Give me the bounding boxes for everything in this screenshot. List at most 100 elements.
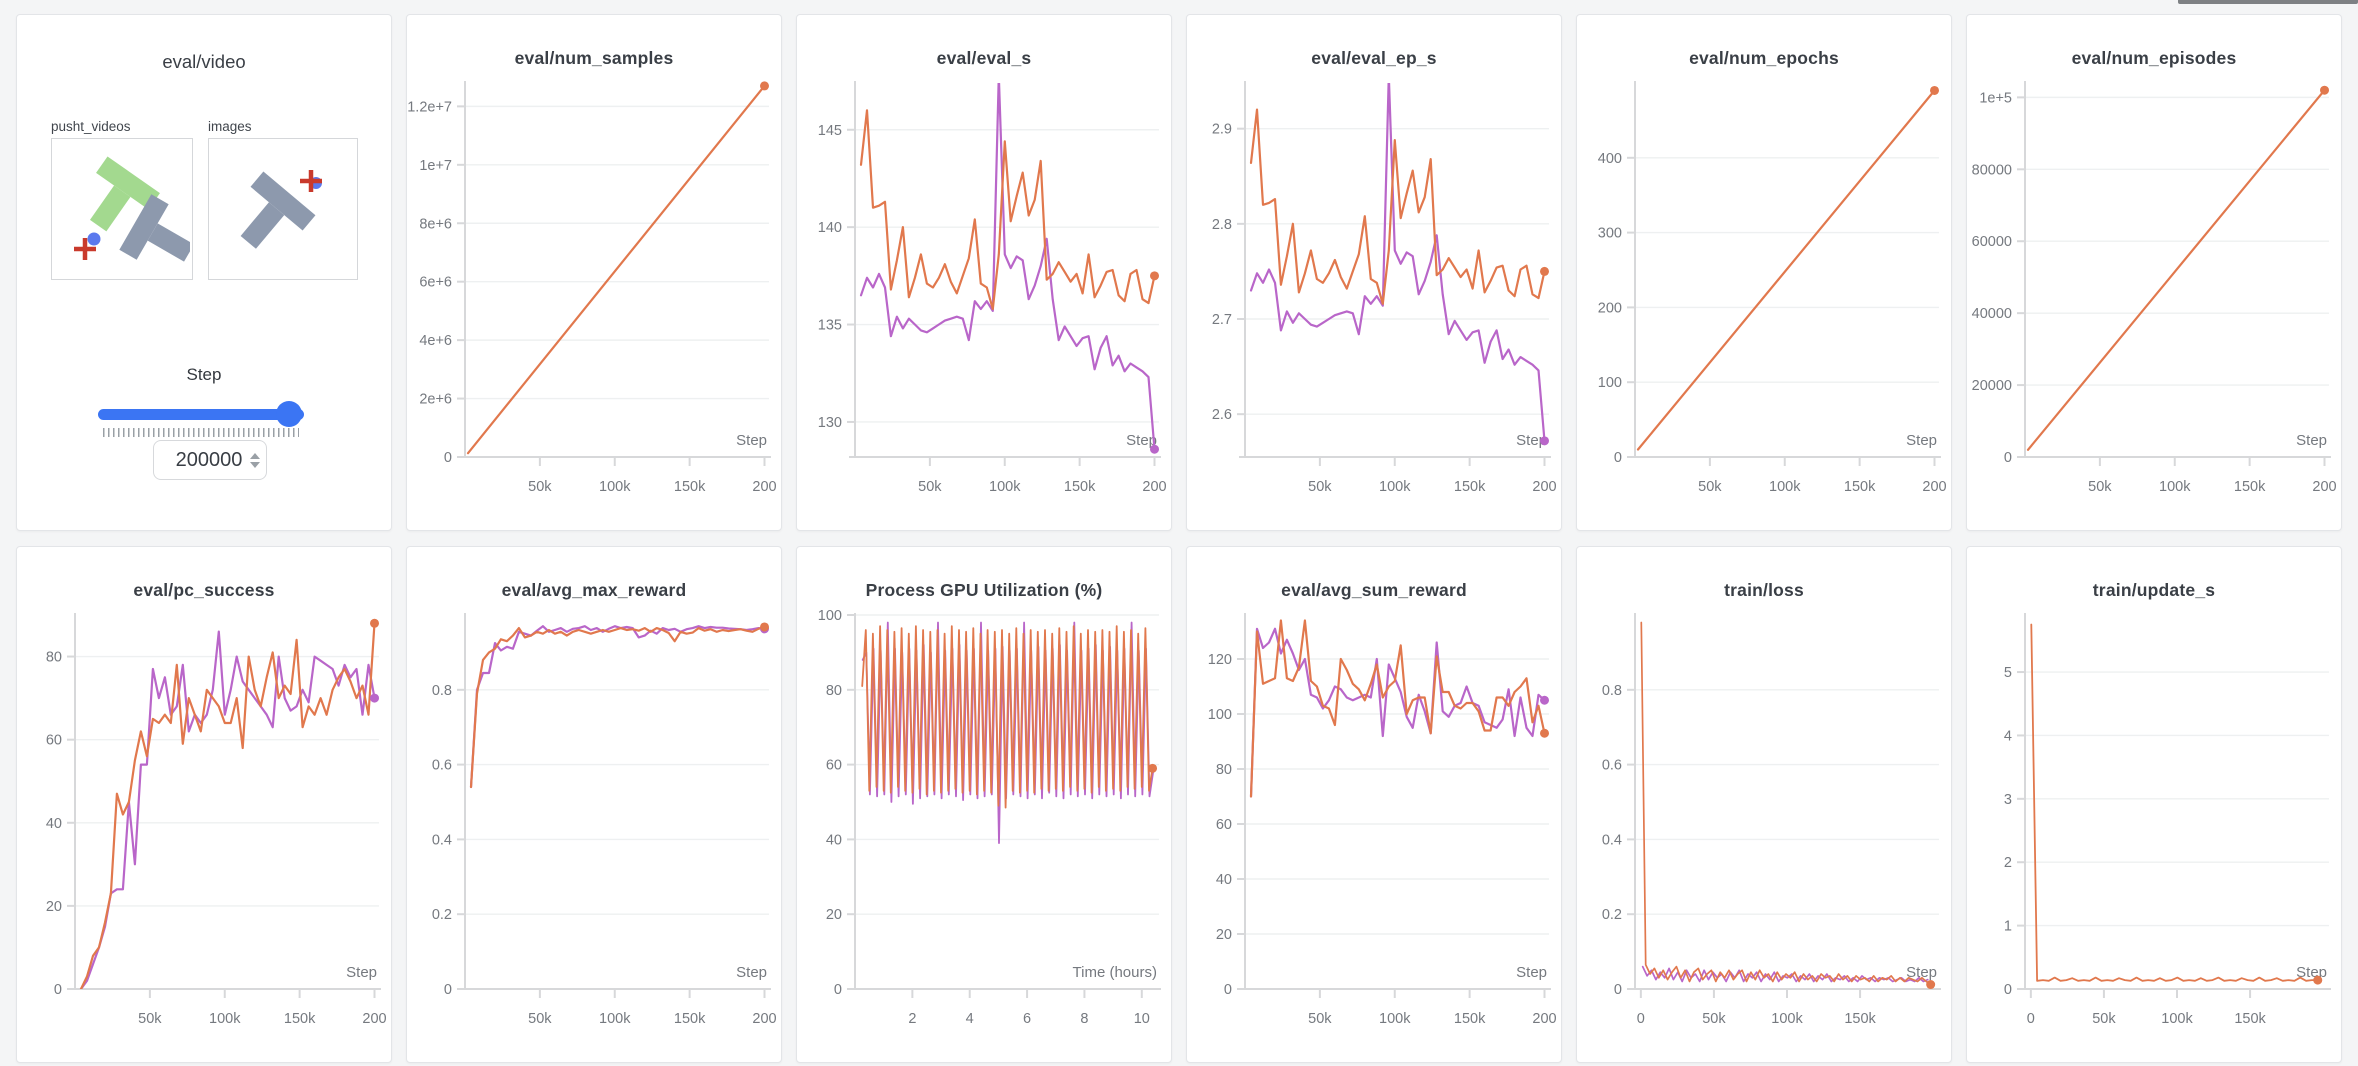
spinner-down-icon[interactable] bbox=[250, 461, 260, 468]
chart-panel[interactable]: Process GPU Utilization (%) 0 20 40 60 80 100… bbox=[796, 546, 1172, 1063]
x-tick-label: 50k bbox=[528, 1011, 552, 1027]
x-tick-label: 150k bbox=[1454, 1011, 1486, 1027]
step-slider-ruler bbox=[103, 428, 299, 437]
x-axis-label: Step bbox=[1906, 432, 1937, 449]
y-tick-label: 0.8 bbox=[1602, 683, 1622, 699]
x-tick-label: 50k bbox=[2092, 1011, 2116, 1027]
agent-dot bbox=[87, 232, 101, 246]
x-tick-label: 200 bbox=[362, 1011, 386, 1027]
x-tick-label: 100k bbox=[1379, 479, 1411, 495]
media-panel-eval-video[interactable]: eval/video pusht_videos images bbox=[16, 14, 392, 531]
chart-panel[interactable]: train/loss 0 0.2 0.4 0.6 0.8 0 50k 100k 150k Step bbox=[1576, 546, 1952, 1063]
x-tick-label: 150k bbox=[1454, 479, 1486, 495]
y-tick-label: 0 bbox=[1614, 982, 1622, 998]
pushed-t-block bbox=[119, 194, 195, 262]
media-thumbnail-images[interactable] bbox=[208, 138, 358, 280]
y-tick-label: 80 bbox=[46, 650, 62, 666]
chart-panel[interactable]: eval/avg_max_reward 0 0.2 0.4 0.6 0.8 50k 100k… bbox=[406, 546, 782, 1063]
y-tick-label: 0 bbox=[444, 982, 452, 998]
x-tick-label: 150k bbox=[2234, 479, 2266, 495]
x-tick-label: 100k bbox=[2161, 1011, 2193, 1027]
series-end-dot-orange bbox=[1930, 85, 1940, 95]
chart-plot[interactable]: 0 0.2 0.4 0.6 0.8 50k 100k 150k 200 Step bbox=[407, 609, 782, 1056]
clipped-panel-edge bbox=[2178, 0, 2358, 4]
media-panel-title: eval/video bbox=[162, 51, 246, 72]
chart-plot[interactable]: 0 100 200 300 400 50k 100k 150k 200 Step bbox=[1577, 77, 1952, 524]
y-tick-label: 80000 bbox=[1972, 162, 2012, 178]
x-axis-label: Step bbox=[736, 432, 767, 449]
chart-panel[interactable]: eval/num_episodes 0 20000 40000 60000 80000 1… bbox=[1966, 14, 2342, 531]
series-line-orange bbox=[1640, 621, 1932, 986]
chart-panel[interactable]: eval/pc_success 0 20 40 60 80 50k 100k 150k 200 S… bbox=[16, 546, 392, 1063]
chart-panel[interactable]: eval/eval_s 130 135 140 145 50k 100k 150k 200 St… bbox=[796, 14, 1172, 531]
y-tick-label: 140 bbox=[818, 220, 842, 236]
x-axis-label: Step bbox=[1516, 432, 1547, 449]
y-tick-label: 300 bbox=[1598, 226, 1622, 242]
y-tick-label: 1e+5 bbox=[1979, 90, 2012, 106]
series-end-dot-purple bbox=[1540, 695, 1550, 705]
chart-plot[interactable]: 0 0.2 0.4 0.6 0.8 0 50k 100k 150k Step bbox=[1577, 609, 1952, 1056]
y-tick-label: 0 bbox=[834, 982, 842, 998]
chart-panel[interactable]: eval/num_epochs 0 100 200 300 400 50k 100k 150k… bbox=[1576, 14, 1952, 531]
x-tick-label: 50k bbox=[918, 479, 942, 495]
pusht-scene bbox=[74, 156, 195, 262]
series-end-dot-orange bbox=[760, 622, 770, 632]
x-tick-label: 200 bbox=[1532, 1011, 1556, 1027]
y-tick-label: 40 bbox=[46, 816, 62, 832]
media-thumb-label: pusht_videos bbox=[51, 119, 131, 134]
chart-plot[interactable]: 2.6 2.7 2.8 2.9 50k 100k 150k 200 Step bbox=[1187, 77, 1562, 524]
step-value-box bbox=[153, 440, 267, 480]
chart-title: Process GPU Utilization (%) bbox=[865, 580, 1103, 600]
chart-plot[interactable]: 130 135 140 145 50k 100k 150k 200 Step bbox=[797, 77, 1172, 524]
series-end-dot-orange bbox=[1540, 266, 1550, 276]
media-thumbnail-pusht-videos[interactable] bbox=[51, 138, 195, 280]
y-tick-label: 200 bbox=[1598, 300, 1622, 316]
step-slider-knob[interactable] bbox=[276, 401, 302, 427]
y-tick-label: 0.6 bbox=[432, 758, 452, 774]
chart-plot[interactable]: 0 20000 40000 60000 80000 1e+5 50k 100k 150k 200 S… bbox=[1967, 77, 2342, 524]
x-tick-label: 200 bbox=[1532, 479, 1556, 495]
series-line-purple bbox=[79, 630, 376, 989]
y-tick-label: 400 bbox=[1598, 151, 1622, 167]
y-tick-label: 0.4 bbox=[432, 832, 452, 848]
x-tick-label: 4 bbox=[966, 1011, 974, 1027]
chart-plot[interactable]: 0 20 40 60 80 100 2 4 6 8 10 Time (hours) bbox=[797, 609, 1172, 1056]
x-tick-label: 50k bbox=[2088, 479, 2112, 495]
step-value-input[interactable] bbox=[168, 447, 250, 473]
x-tick-label: 100k bbox=[599, 479, 631, 495]
y-tick-label: 20 bbox=[826, 907, 842, 923]
y-tick-label: 60000 bbox=[1972, 234, 2012, 250]
x-tick-label: 200 bbox=[1142, 479, 1166, 495]
series-end-dot-orange bbox=[1926, 980, 1936, 990]
y-tick-label: 6e+6 bbox=[419, 275, 452, 291]
chart-panel[interactable]: eval/num_samples 0 2e+6 4e+6 6e+6 8e+6 1e+7 1.… bbox=[406, 14, 782, 531]
chart-panel[interactable]: train/update_s 0 1 2 3 4 5 0 50k 100k 150k Step bbox=[1966, 546, 2342, 1063]
x-tick-label: 150k bbox=[674, 479, 706, 495]
x-tick-label: 200 bbox=[752, 1011, 776, 1027]
step-input-spinner[interactable] bbox=[250, 452, 260, 468]
x-tick-label: 100k bbox=[1771, 1011, 1803, 1027]
chart-title: train/loss bbox=[1724, 580, 1804, 600]
series-line-purple bbox=[859, 83, 1156, 451]
x-tick-label: 150k bbox=[2234, 1011, 2266, 1027]
y-tick-label: 2.6 bbox=[1212, 407, 1232, 423]
chart-plot[interactable]: 0 2e+6 4e+6 6e+6 8e+6 1e+7 1.2e+7 50k 100k 150k 20… bbox=[407, 77, 782, 524]
spinner-up-icon[interactable] bbox=[250, 452, 260, 459]
series-line-orange bbox=[2030, 623, 2319, 982]
chart-plot[interactable]: 0 20 40 60 80 100 120 50k 100k 150k 200 Step bbox=[1187, 609, 1562, 1056]
chart-panel[interactable]: eval/eval_ep_s 2.6 2.7 2.8 2.9 50k 100k 150k 20… bbox=[1186, 14, 1562, 531]
chart-plot[interactable]: 0 20 40 60 80 50k 100k 150k 200 Step bbox=[17, 609, 392, 1056]
x-tick-label: 50k bbox=[1308, 479, 1332, 495]
y-tick-label: 0 bbox=[1614, 450, 1622, 466]
chart-title: train/update_s bbox=[2092, 580, 2216, 600]
chart-panel[interactable]: eval/avg_sum_reward 0 20 40 60 80 100 120 50k 10… bbox=[1186, 546, 1562, 1063]
step-slider[interactable] bbox=[98, 401, 304, 427]
y-tick-label: 40 bbox=[1216, 872, 1232, 888]
x-tick-label: 50k bbox=[1698, 479, 1722, 495]
y-tick-label: 120 bbox=[1208, 652, 1232, 668]
series-line-orange bbox=[469, 625, 766, 789]
series-line-orange bbox=[2026, 89, 2326, 451]
